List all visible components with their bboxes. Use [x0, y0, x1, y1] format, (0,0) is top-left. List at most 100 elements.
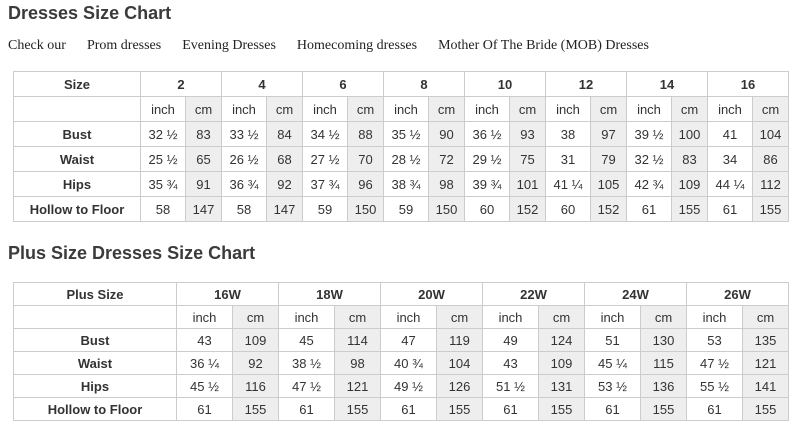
cm-value-cell: 65 [185, 146, 222, 172]
inch-value-cell: 61 [176, 397, 233, 421]
measurement-row-label: Bust [13, 121, 141, 147]
inch-value-cell: 32 ½ [626, 146, 672, 172]
inch-value-cell: 61 [584, 397, 641, 421]
size-column-header: 22W [482, 282, 585, 306]
category-nav: Check our Prom dresses Evening Dresses Hom… [8, 38, 800, 54]
cm-value-cell: 152 [590, 196, 627, 222]
unit-inch-label: inch [707, 96, 753, 122]
cm-value-cell: 155 [538, 397, 585, 421]
table-row: Bust 43 109 45 114 47 119 49 124 51 130 53 135 [13, 328, 789, 352]
cm-value-cell: 104 [752, 121, 789, 147]
cm-value-cell: 126 [436, 374, 483, 398]
inch-value-cell: 40 ¾ [380, 351, 437, 375]
unit-cm-label: cm [266, 96, 303, 122]
inch-value-cell: 42 ¾ [626, 171, 672, 197]
inch-value-cell: 49 [482, 328, 539, 352]
cm-value-cell: 104 [436, 351, 483, 375]
cm-value-cell: 93 [509, 121, 546, 147]
inch-value-cell: 32 ½ [140, 121, 186, 147]
unit-inch-label: inch [278, 305, 335, 329]
unit-inch-label: inch [380, 305, 437, 329]
inch-value-cell: 36 ¾ [221, 171, 267, 197]
cm-value-cell: 152 [509, 196, 546, 222]
size-column-header: 10 [464, 71, 546, 97]
inch-value-cell: 51 [584, 328, 641, 352]
inch-value-cell: 29 ½ [464, 146, 510, 172]
cm-value-cell: 98 [334, 351, 381, 375]
unit-cm-label: cm [428, 96, 465, 122]
unit-cm-label: cm [671, 96, 708, 122]
corner-header-label: Plus Size [13, 282, 177, 306]
cm-value-cell: 97 [590, 121, 627, 147]
unit-row: inch cm inch cm inch cm inch cm inch cm inch cm [13, 305, 789, 329]
cm-value-cell: 136 [640, 374, 687, 398]
inch-value-cell: 27 ½ [302, 146, 348, 172]
cm-value-cell: 155 [232, 397, 279, 421]
inch-value-cell: 51 ½ [482, 374, 539, 398]
inch-value-cell: 61 [626, 196, 672, 222]
measurement-row-label: Hips [13, 171, 141, 197]
inch-value-cell: 38 ½ [278, 351, 335, 375]
inch-value-cell: 34 [707, 146, 753, 172]
size-column-header: 24W [584, 282, 687, 306]
cm-value-cell: 92 [232, 351, 279, 375]
table-row: Bust 32 ½ 83 33 ½ 84 34 ½ 88 35 ½ 90 36 ½ 93 38 97 39… [13, 121, 789, 147]
nav-link-3[interactable]: Mother Of The Bride (MOB) Dresses [438, 38, 649, 53]
unit-cm-label: cm [538, 305, 585, 329]
cm-value-cell: 121 [742, 351, 789, 375]
inch-value-cell: 45 [278, 328, 335, 352]
size-column-header: 8 [383, 71, 465, 97]
cm-value-cell: 105 [590, 171, 627, 197]
nav-link-1[interactable]: Evening Dresses [182, 38, 276, 53]
table-row: Waist 36 ¼ 92 38 ½ 98 40 ¾ 104 43 109 45 ¼ 115 47 ½… [13, 351, 789, 375]
inch-value-cell: 36 ½ [464, 121, 510, 147]
page-title-dresses-size-chart: Dresses Size Chart [8, 3, 172, 23]
size-column-header: 14 [626, 71, 708, 97]
cm-value-cell: 98 [428, 171, 465, 197]
table-row: Hollow to Floor 58 147 58 147 59 150 59 150 60 152… [13, 196, 789, 222]
table-row: Hollow to Floor 61 155 61 155 61 155 61 155 61 155… [13, 397, 789, 421]
unit-cm-label: cm [509, 96, 546, 122]
unit-row-empty-cell [13, 96, 141, 122]
cm-value-cell: 72 [428, 146, 465, 172]
cm-value-cell: 119 [436, 328, 483, 352]
size-column-header: 20W [380, 282, 483, 306]
cm-value-cell: 83 [185, 121, 222, 147]
unit-cm-label: cm [185, 96, 222, 122]
cm-value-cell: 124 [538, 328, 585, 352]
cm-value-cell: 109 [538, 351, 585, 375]
nav-link-2[interactable]: Homecoming dresses [296, 38, 418, 53]
cm-value-cell: 109 [232, 328, 279, 352]
unit-cm-label: cm [752, 96, 789, 122]
cm-value-cell: 101 [509, 171, 546, 197]
measurement-row-label: Waist [13, 146, 141, 172]
nav-prefix-text: Check our [8, 38, 66, 53]
size-column-header: 2 [140, 71, 222, 97]
size-column-header: 16 [707, 71, 789, 97]
unit-inch-label: inch [140, 96, 186, 122]
unit-inch-label: inch [545, 96, 591, 122]
cm-value-cell: 109 [671, 171, 708, 197]
inch-value-cell: 61 [278, 397, 335, 421]
size-header-row: Size 2 4 6 8 10 12 14 16 [13, 71, 789, 97]
inch-value-cell: 61 [380, 397, 437, 421]
plus-size-chart-table: Plus Size 16W 18W 20W 22W 24W 26W inch cm inch cm i… [13, 282, 789, 421]
cm-value-cell: 150 [347, 196, 384, 222]
inch-value-cell: 38 ¾ [383, 171, 429, 197]
cm-value-cell: 115 [640, 351, 687, 375]
inch-value-cell: 28 ½ [383, 146, 429, 172]
inch-value-cell: 61 [707, 196, 753, 222]
cm-value-cell: 155 [671, 196, 708, 222]
cm-value-cell: 121 [334, 374, 381, 398]
nav-link-0[interactable]: Prom dresses [86, 38, 162, 53]
inch-value-cell: 58 [221, 196, 267, 222]
inch-value-cell: 47 [380, 328, 437, 352]
measurement-row-label: Hollow to Floor [13, 397, 177, 421]
unit-cm-label: cm [742, 305, 789, 329]
inch-value-cell: 41 ¼ [545, 171, 591, 197]
unit-inch-label: inch [176, 305, 233, 329]
inch-value-cell: 35 ½ [383, 121, 429, 147]
size-column-header: 16W [176, 282, 279, 306]
size-header-row: Plus Size 16W 18W 20W 22W 24W 26W [13, 282, 789, 306]
unit-cm-label: cm [232, 305, 279, 329]
